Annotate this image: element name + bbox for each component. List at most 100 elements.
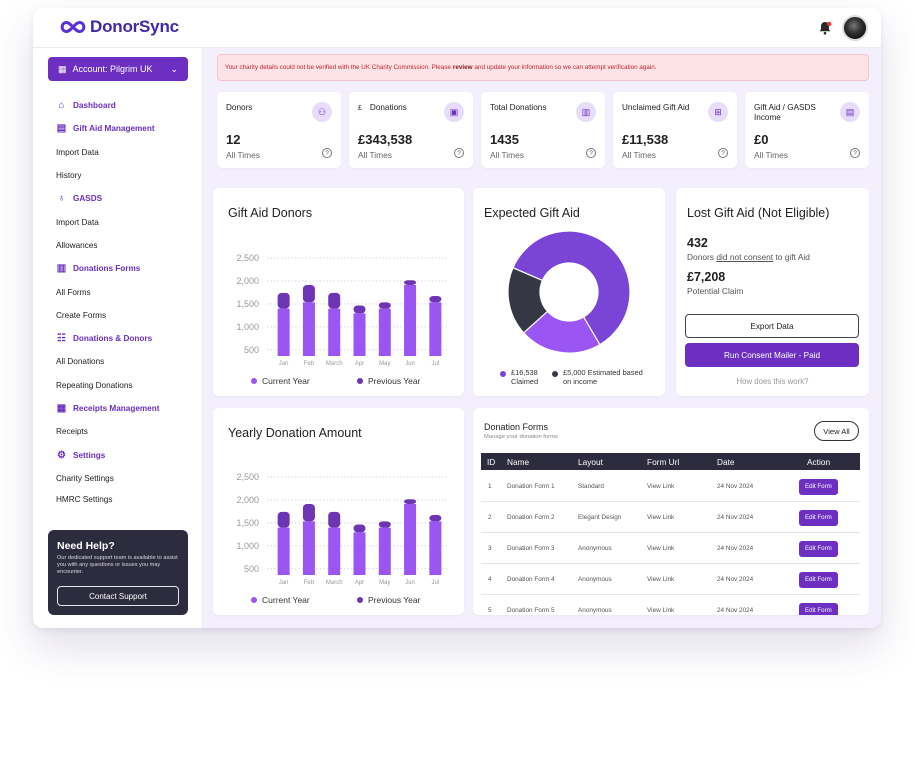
bar-previous-year-feb[interactable] <box>302 503 315 522</box>
y-tick-label: 2,500 <box>236 253 259 263</box>
x-tick-label: Feb <box>304 580 315 586</box>
bar-current-year-may[interactable] <box>378 527 391 575</box>
bar-previous-year-jul[interactable] <box>429 514 442 522</box>
cell-url[interactable]: View Link <box>647 545 675 552</box>
sidebar-item-create-forms[interactable]: Create Forms <box>56 304 196 327</box>
cell-url[interactable]: View Link <box>647 576 675 583</box>
infinity-logo-icon <box>60 20 86 34</box>
bar-current-year-feb[interactable] <box>302 521 315 575</box>
sidebar-item-history[interactable]: History <box>56 164 196 187</box>
alert-review-link[interactable]: review <box>452 64 473 71</box>
edit-form-button[interactable]: Edit Form <box>799 602 838 615</box>
sidebar-item-label: Import Data <box>56 147 99 157</box>
bar-current-year-jun[interactable] <box>404 503 417 575</box>
x-tick-label: Jun <box>405 580 415 586</box>
sidebar-item-donations-donors[interactable]: ☷ Donations & Donors <box>56 327 196 350</box>
cell-url[interactable]: View Link <box>647 607 675 614</box>
sidebar-item-charity-settings[interactable]: Charity Settings <box>56 467 196 490</box>
sidebar-item-import-data[interactable]: Import Data <box>56 141 196 164</box>
view-all-button[interactable]: View All <box>814 421 859 441</box>
sidebar-item-import-data[interactable]: Import Data <box>56 210 196 233</box>
bar-current-year-apr[interactable] <box>353 532 366 575</box>
people-icon: ☷ <box>57 333 66 345</box>
bar-current-year-jul[interactable] <box>429 521 442 575</box>
donut-slice-estimated[interactable] <box>507 266 549 334</box>
sidebar-item-repeating-donations[interactable]: Repeating Donations <box>56 374 196 397</box>
bar-previous-year-march[interactable] <box>328 511 341 528</box>
donut-slice-claimed[interactable] <box>512 230 631 346</box>
avatar[interactable] <box>842 15 868 41</box>
forms-table-header: ID Name Layout Form Url Date Action <box>481 453 860 470</box>
sidebar-item-hmrc-settings[interactable]: HMRC Settings <box>56 490 196 509</box>
sidebar-item-all-forms[interactable]: All Forms <box>56 280 196 303</box>
bar-current-year-feb[interactable] <box>302 302 315 356</box>
sidebar-item-allowances[interactable]: Allowances <box>56 234 196 257</box>
account-selector[interactable]: ▦ Account: Pilgrim UK ⌄ <box>48 57 188 81</box>
how-it-works-link[interactable]: How does this work? <box>736 377 809 386</box>
cell-layout: Anonymous <box>578 545 612 552</box>
run-consent-mailer-button[interactable]: Run Consent Mailer - Paid <box>685 343 859 367</box>
bar-previous-year-jul[interactable] <box>429 295 442 303</box>
edit-form-button[interactable]: Edit Form <box>799 509 838 526</box>
sidebar-item-receipts[interactable]: Receipts <box>56 420 196 443</box>
cell-url[interactable]: View Link <box>647 514 675 521</box>
bar-previous-year-may[interactable] <box>378 521 391 528</box>
bell-icon[interactable] <box>817 20 833 36</box>
cell-layout: Elegant Design <box>578 514 622 521</box>
bar-current-year-jan[interactable] <box>277 308 290 356</box>
cell-url[interactable]: View Link <box>647 483 675 490</box>
col-header-action: Action <box>807 456 831 467</box>
stat-card-gift-aid-gasds-income: Gift Aid / GASDS Income £0 All Times ▤? <box>745 92 869 168</box>
bar-previous-year-jun[interactable] <box>404 280 417 285</box>
sidebar-item-settings[interactable]: ⚙ Settings <box>56 443 196 466</box>
bar-previous-year-jan[interactable] <box>277 511 290 528</box>
bar-current-year-apr[interactable] <box>353 313 366 356</box>
help-circle-icon[interactable]: ? <box>454 148 464 158</box>
bar-current-year-jul[interactable] <box>429 302 442 356</box>
sidebar-item-all-donations[interactable]: All Donations <box>56 350 196 373</box>
export-data-button[interactable]: Export Data <box>685 314 859 338</box>
x-tick-label: Jan <box>279 361 289 367</box>
sidebar-item-label: Receipts Management <box>73 404 160 413</box>
lost-gift-aid-card: Lost Gift Aid (Not Eligible) 432 Donors … <box>676 188 869 396</box>
consent-link[interactable]: did not consent <box>716 252 774 262</box>
bar-previous-year-feb[interactable] <box>302 284 315 303</box>
gift-aid-donors-card: Gift Aid Donors 2,500 2,000 1,500 1,000 500 J… <box>213 188 464 396</box>
sidebar-item-gift-aid-management[interactable]: ▤ Gift Aid Management <box>56 117 196 140</box>
bar-previous-year-apr[interactable] <box>353 524 366 533</box>
help-circle-icon[interactable]: ? <box>322 148 332 158</box>
bar-previous-year-apr[interactable] <box>353 305 366 314</box>
y-tick-label: 1,500 <box>236 518 259 528</box>
sidebar-item-label: Charity Settings <box>56 473 114 483</box>
edit-form-button[interactable]: Edit Form <box>799 478 838 495</box>
sidebar-item-dashboard[interactable]: ⌂ Dashboard <box>56 94 196 117</box>
contact-support-button[interactable]: Contact Support <box>57 586 179 606</box>
bar-current-year-jun[interactable] <box>404 284 417 356</box>
edit-form-button[interactable]: Edit Form <box>799 571 838 588</box>
stat-period: All Times <box>754 150 788 160</box>
bar-previous-year-march[interactable] <box>328 292 341 309</box>
stat-label-text: Unclaimed Gift Aid <box>622 103 690 112</box>
bar-current-year-jan[interactable] <box>277 527 290 575</box>
bar-previous-year-jun[interactable] <box>404 499 417 504</box>
help-circle-icon[interactable]: ? <box>718 148 728 158</box>
edit-form-button[interactable]: Edit Form <box>799 540 838 557</box>
money-bag-icon: ♁ <box>57 193 66 205</box>
bar-previous-year-may[interactable] <box>378 302 391 309</box>
bar-current-year-may[interactable] <box>378 308 391 356</box>
col-header-name: Name <box>507 456 530 467</box>
sidebar-item-label: Donations & Donors <box>73 334 153 344</box>
help-circle-icon[interactable]: ? <box>586 148 596 158</box>
logo[interactable]: DonorSync <box>60 17 179 37</box>
bar-current-year-march[interactable] <box>328 308 341 356</box>
bar-current-year-march[interactable] <box>328 527 341 575</box>
sidebar-item-label: Settings <box>73 450 106 460</box>
x-tick-label: March <box>326 361 343 367</box>
home-icon: ⌂ <box>58 100 65 112</box>
sidebar-item-donations-forms[interactable]: ▥ Donations Forms <box>56 257 196 280</box>
y-tick-label: 2,500 <box>236 472 259 482</box>
sidebar-item-receipts-management[interactable]: ▦ Receipts Management <box>56 397 196 420</box>
help-circle-icon[interactable]: ? <box>850 148 860 158</box>
sidebar-item-gasds[interactable]: ♁ GASDS <box>56 187 196 210</box>
bar-previous-year-jan[interactable] <box>277 292 290 309</box>
